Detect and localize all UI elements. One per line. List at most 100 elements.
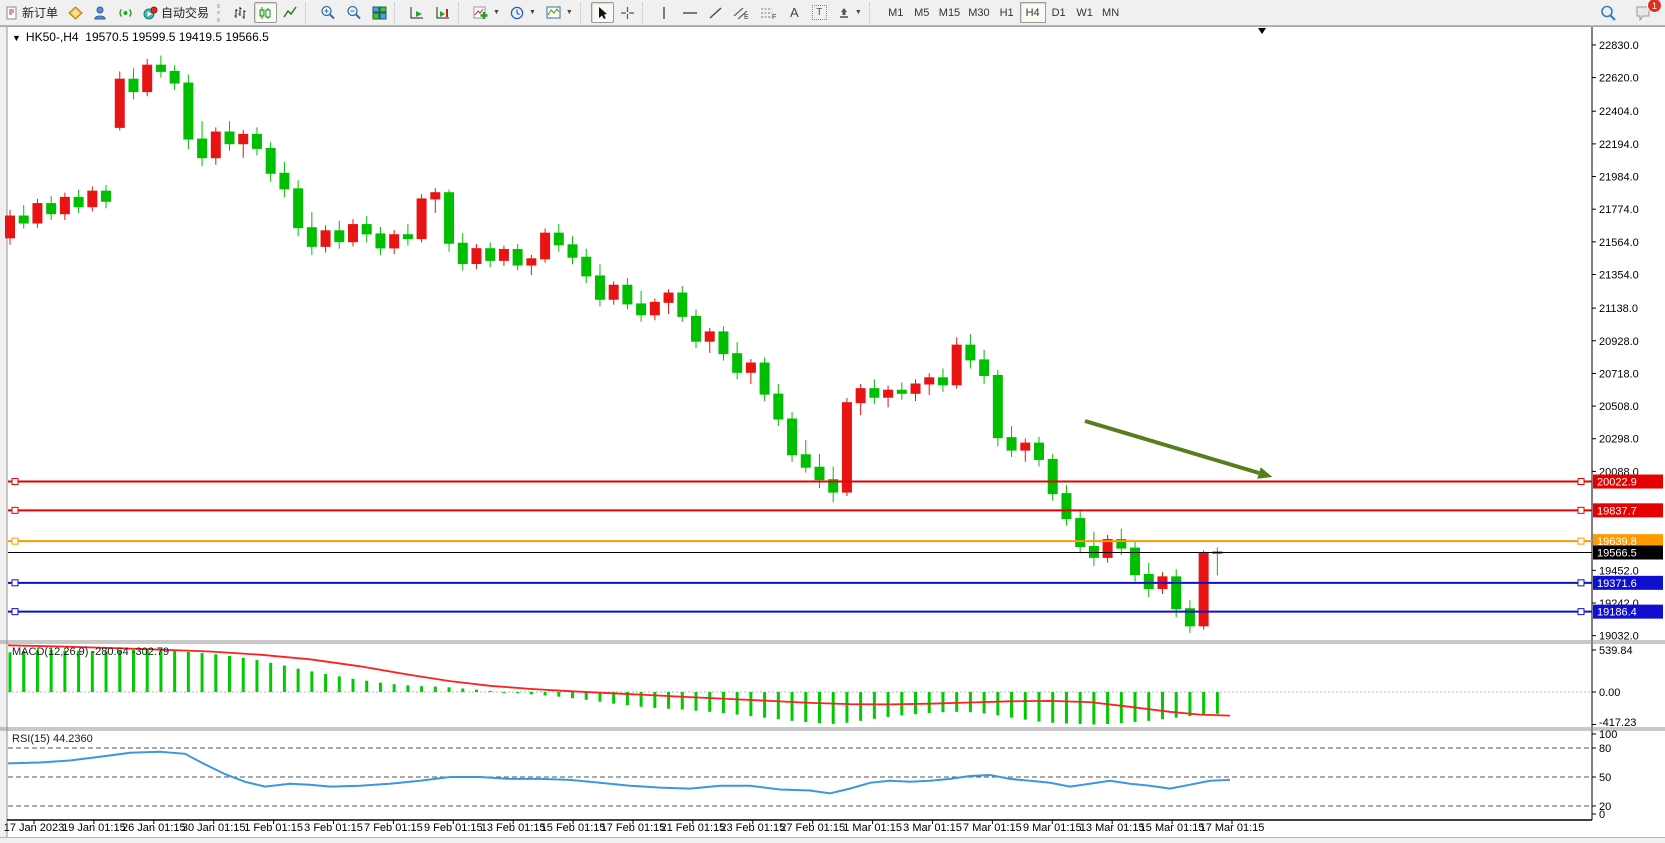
tf-m1-button[interactable]: M1 — [888, 6, 904, 19]
text-tool-icon: A — [790, 5, 799, 20]
crosshair-icon — [620, 6, 634, 19]
search-button[interactable] — [1596, 2, 1621, 23]
time-axis-label: 30 Jan 01:15 — [181, 822, 246, 834]
main-toolbar: 新订单 自动交易 — [0, 0, 1665, 26]
svg-text:-417.23: -417.23 — [1599, 717, 1636, 729]
line-chart-button[interactable] — [279, 2, 302, 23]
time-axis-label: 13 Mar 01:15 — [1079, 822, 1145, 834]
dropdown-arrow-icon: ▼ — [493, 9, 500, 16]
chart-ohlc-values: 19570.5 19599.5 19419.5 19566.5 — [85, 30, 269, 44]
svg-text:22194.0: 22194.0 — [1599, 139, 1639, 151]
dropdown-arrow-icon: ▼ — [528, 9, 536, 16]
toolbar-separator — [868, 2, 877, 23]
zoom-out-button[interactable] — [342, 2, 366, 23]
time-axis-label: 23 Feb 01:15 — [720, 822, 786, 834]
tf-h1-button[interactable]: H1 — [999, 6, 1014, 19]
svg-text:22404.0: 22404.0 — [1599, 106, 1639, 118]
horizontal-line-icon — [682, 11, 697, 14]
clock-icon — [510, 6, 524, 19]
svg-text:19837.7: 19837.7 — [1597, 505, 1637, 517]
gold-diamond-icon — [68, 5, 83, 20]
horizontal-line-tool-button[interactable] — [678, 2, 702, 23]
arrows-tool-button[interactable]: ▼ — [833, 2, 866, 23]
time-axis-label: 17 Mar 01:15 — [1199, 822, 1265, 834]
svg-text:20928.0: 20928.0 — [1599, 336, 1639, 348]
new-order-button[interactable]: 新订单 — [1, 2, 62, 23]
toolbar-separator — [641, 2, 650, 23]
candlestick-chart-button[interactable] — [254, 2, 278, 23]
chart-shift-button[interactable] — [431, 2, 455, 23]
time-axis-label: 9 Mar 01:15 — [1022, 822, 1082, 834]
person-icon — [94, 6, 106, 19]
text-tool-button[interactable]: A — [783, 2, 806, 23]
templates-button[interactable]: ▼ — [542, 2, 577, 23]
notification-badge: 1 — [1647, 0, 1662, 13]
signals-button[interactable] — [114, 2, 137, 23]
auto-scroll-button[interactable] — [405, 2, 429, 23]
chart-shift-icon — [436, 6, 450, 18]
time-axis-label: 27 Feb 01:15 — [780, 822, 846, 834]
market-watch-button[interactable] — [64, 2, 87, 23]
channel-icon: E — [733, 7, 749, 20]
line-chart-icon — [283, 6, 297, 17]
svg-text:21564.0: 21564.0 — [1599, 237, 1639, 249]
tf-m30-button[interactable]: M30 — [968, 6, 990, 19]
zoom-out-icon — [347, 5, 361, 20]
tf-mn-button[interactable]: MN — [1102, 6, 1120, 19]
time-axis[interactable]: 17 Jan 2023 19 Jan 01:15 26 Jan 01:15 30 Ja… — [0, 822, 1600, 837]
periods-button[interactable]: ▼ — [506, 2, 540, 23]
time-axis-label: 19 Jan 01:15 — [62, 822, 126, 834]
time-axis-label: 15 Feb 01:15 — [540, 822, 606, 834]
time-axis-label: 7 Feb 01:15 — [364, 822, 423, 834]
svg-text:100: 100 — [1599, 729, 1617, 741]
tf-w1-button[interactable]: W1 — [1076, 6, 1093, 19]
toolbar-separator — [305, 2, 313, 23]
dropdown-arrow-icon: ▼ — [565, 9, 573, 16]
dropdown-arrow-icon: ▼ — [854, 9, 862, 16]
time-axis-label: 1 Feb 01:15 — [244, 822, 303, 834]
time-axis-label: 17 Jan 2023 — [3, 822, 65, 834]
auto-trading-label: 自动交易 — [161, 6, 210, 20]
svg-text:21774.0: 21774.0 — [1599, 204, 1639, 216]
toolbar-grip — [217, 3, 225, 22]
time-axis-label: 3 Mar 01:15 — [903, 822, 962, 834]
vertical-line-tool-button[interactable] — [653, 2, 676, 23]
search-icon — [1601, 5, 1616, 21]
cursor-button[interactable] — [590, 2, 614, 23]
svg-text:19452.0: 19452.0 — [1599, 565, 1639, 577]
svg-text:E: E — [744, 14, 749, 20]
auto-trading-button[interactable]: 自动交易 — [139, 2, 213, 23]
time-axis-label: 3 Feb 01:15 — [304, 822, 363, 834]
tf-d1-button[interactable]: D1 — [1051, 6, 1066, 19]
chart-symbol-period: HK50-,H4 — [25, 30, 79, 44]
bar-chart-icon — [234, 6, 246, 19]
tf-m5-button[interactable]: M5 — [914, 6, 930, 19]
tf-h4-button[interactable]: H4 — [1019, 2, 1046, 23]
auto-scroll-icon — [410, 6, 424, 18]
svg-text:50: 50 — [1599, 772, 1611, 784]
bar-chart-button[interactable] — [229, 2, 252, 23]
svg-text:0: 0 — [1599, 809, 1605, 821]
tf-m15-button[interactable]: M15 — [938, 6, 961, 19]
chart-expand-icon[interactable]: ▼ — [12, 33, 21, 43]
template-icon — [546, 6, 561, 18]
indicators-button[interactable]: ▼ — [469, 2, 504, 23]
indicators-icon — [473, 6, 488, 19]
navigator-button[interactable] — [89, 2, 112, 23]
trendline-tool-button[interactable] — [704, 2, 727, 23]
toolbar-separator — [579, 2, 588, 23]
chart-header[interactable]: ▼ HK50-,H4 19570.5 19599.5 19419.5 19566.… — [12, 30, 269, 44]
toolbar-separator — [458, 2, 466, 23]
text-label-tool-button[interactable]: T — [808, 2, 831, 23]
svg-text:F: F — [772, 14, 776, 20]
equidistant-channel-tool-button[interactable]: E — [729, 2, 754, 23]
new-order-label: 新订单 — [22, 6, 59, 20]
fibonacci-tool-button[interactable]: F — [756, 2, 781, 23]
svg-text:20: 20 — [1599, 801, 1611, 813]
crosshair-button[interactable] — [616, 2, 639, 23]
notifications-button[interactable]: 1 — [1631, 0, 1662, 23]
vertical-line-icon — [663, 6, 666, 19]
zoom-in-button[interactable] — [316, 2, 340, 23]
tile-windows-button[interactable] — [368, 2, 391, 23]
